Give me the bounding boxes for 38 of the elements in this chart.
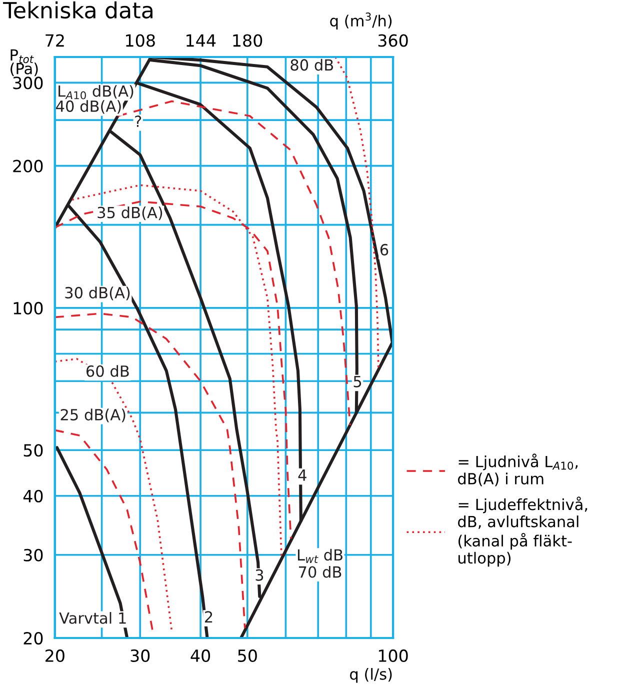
y-tick-label: 40 — [23, 490, 43, 502]
x-tick-label: 20 — [46, 649, 64, 662]
text: 108 — [126, 34, 155, 47]
text: 144 — [186, 34, 216, 47]
x-tick-label: 100 — [378, 649, 408, 662]
annotation: L$_{wt}$ dB 70 dB — [298, 548, 342, 578]
annotation: L$_{A10}$ dB(A) — [58, 85, 134, 100]
text: 72 — [46, 34, 64, 47]
annotation: Varvtal 1 — [59, 612, 126, 624]
x-tick-label: 30 — [130, 649, 150, 662]
annotation: 40 dB(A) — [56, 100, 121, 114]
annotation: 4 — [298, 470, 306, 481]
legend-label: = Ljudeffektnivå, dB, avluftskanal (kanal på fläkt- utlopp) — [458, 496, 588, 567]
text: = Ljudnivå L$_{A10}$, dB(A) i rum — [458, 454, 578, 486]
annotation: 6 — [380, 244, 388, 256]
annotation: 3 — [256, 569, 264, 581]
annotation: ? — [135, 116, 142, 127]
text: 360 — [378, 34, 408, 47]
annotation: 30 dB(A) — [65, 286, 130, 300]
annotation: 60 dB — [86, 365, 129, 377]
y-tick-label: 50 — [24, 444, 43, 457]
annotation: 80 dB — [290, 58, 334, 71]
y-axis-title: P$_{tot}$ (Pa) — [10, 49, 38, 76]
y-tick-label: 200 — [13, 160, 43, 172]
x2-axis-title: q (m$^{3}$/h) — [330, 12, 392, 30]
annotation: 5 — [354, 376, 362, 388]
x-axis-title: q (l/s) — [350, 668, 392, 683]
annotation: 25 dB(A) — [60, 408, 126, 422]
y-tick-label: 100 — [14, 302, 43, 315]
y-tick-label: 300 — [13, 76, 43, 90]
chart-title: Tekniska data — [3, 1, 152, 19]
x-tick-label: 50 — [238, 649, 257, 662]
annotation: 35 dB(A) — [98, 206, 162, 220]
x-tick-label: 40 — [190, 649, 210, 662]
y-tick-label: 20 — [24, 632, 43, 645]
y-tick-label: 30 — [24, 548, 43, 562]
annotation: 2 — [205, 611, 212, 622]
text: 180 — [233, 34, 262, 47]
